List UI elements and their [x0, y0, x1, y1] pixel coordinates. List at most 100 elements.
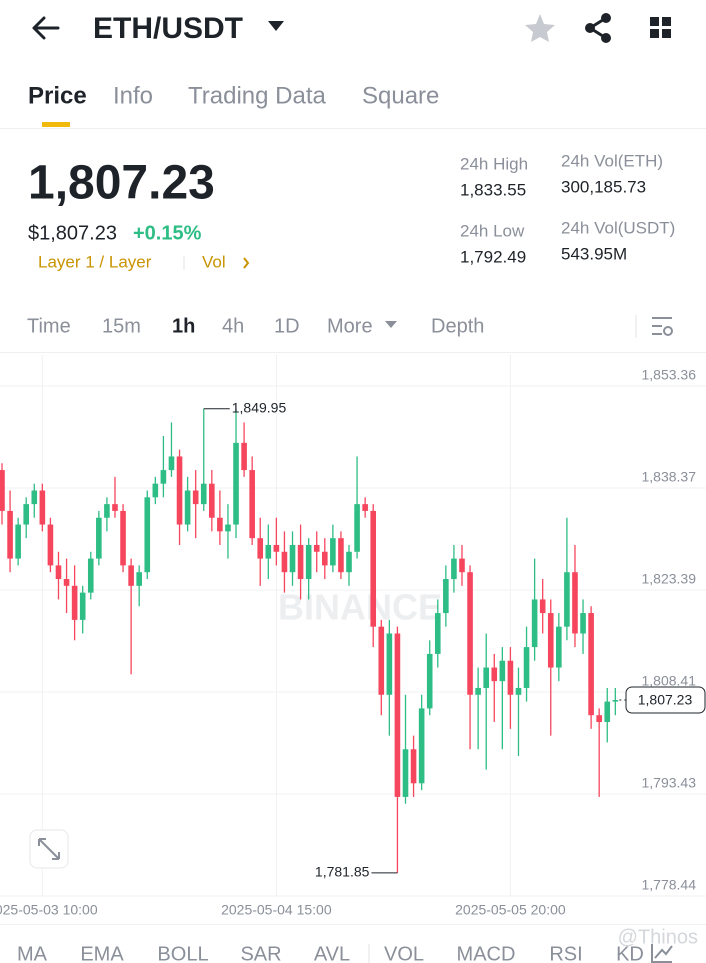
candle-body: [547, 613, 554, 668]
watermark: BINANCE: [278, 587, 442, 628]
min-label: 1,781.85: [315, 864, 370, 880]
candle-body: [394, 633, 401, 797]
candle-body: [297, 544, 304, 580]
candle-body: [281, 551, 288, 573]
x-tick-label: 2025-05-05 20:00: [455, 902, 566, 918]
interval-tab[interactable]: 15m: [102, 315, 141, 337]
tab[interactable]: Info: [113, 82, 153, 109]
candle-body: [572, 572, 578, 634]
interval-tab[interactable]: 4h: [222, 315, 244, 337]
candle-body: [305, 544, 312, 580]
candle-body: [265, 544, 272, 559]
tab-indicator: [42, 122, 70, 127]
pair-dropdown[interactable]: [268, 21, 284, 31]
candle-body: [184, 490, 191, 525]
interval-tab[interactable]: 1h: [172, 315, 195, 337]
candle-body: [217, 517, 223, 532]
stat-value: 300,185.73: [561, 177, 646, 196]
tag[interactable]: Vol: [202, 252, 226, 271]
y-tick-label: 1,838.37: [642, 469, 697, 485]
candle-body: [322, 551, 328, 566]
usd-price: $1,807.23: [28, 222, 117, 244]
interval-tab[interactable]: Depth: [431, 315, 484, 337]
indicator-tab[interactable]: VOL: [384, 943, 424, 963]
interval-tab[interactable]: 1D: [274, 315, 300, 337]
candle-body: [604, 701, 611, 723]
indicator-tab[interactable]: AVL: [314, 943, 350, 963]
tab[interactable]: Price: [28, 82, 87, 109]
indicator-tab[interactable]: EMA: [80, 943, 124, 963]
stat-value: 1,833.55: [460, 180, 526, 199]
y-tick-label: 1,823.39: [642, 571, 697, 587]
menu-icon[interactable]: [650, 17, 671, 38]
candle-body: [330, 538, 336, 566]
candle-body: [31, 490, 38, 505]
candle-body: [47, 524, 54, 566]
last-price: 1,807.23: [28, 157, 215, 210]
candle-body: [346, 551, 352, 573]
candle-body: [55, 565, 62, 580]
candle-body: [168, 456, 175, 471]
share-icon[interactable]: [585, 13, 611, 43]
candle-body: [289, 544, 296, 573]
stat-value: 1,792.49: [460, 247, 526, 266]
indicator-tab[interactable]: KD: [616, 943, 644, 963]
candle-body: [426, 653, 433, 709]
candle-body: [475, 687, 481, 695]
indicator-tab[interactable]: RSI: [549, 943, 582, 963]
pair-title[interactable]: ETH/USDT: [93, 12, 243, 45]
tab[interactable]: Trading Data: [188, 82, 327, 109]
candle-body: [200, 483, 207, 505]
candle-body: [354, 504, 360, 552]
candle-body: [313, 544, 320, 552]
indicator-tab[interactable]: SAR: [240, 943, 281, 963]
more-dropdown: [385, 321, 397, 328]
candle-body: [499, 660, 506, 682]
x-tick-label: 2025-05-04 15:00: [221, 902, 332, 918]
interval-tab[interactable]: Time: [27, 315, 71, 337]
candle-body: [410, 749, 417, 784]
candle-body: [7, 510, 13, 559]
indicator-tab[interactable]: MACD: [457, 943, 516, 963]
candle-body: [0, 470, 5, 511]
candle-body: [63, 579, 70, 586]
tab[interactable]: Square: [362, 82, 439, 109]
stat-label: 24h High: [460, 154, 528, 173]
candle-body: [370, 510, 377, 627]
candle-body: [128, 565, 134, 586]
candle-body: [507, 660, 514, 695]
candle-body: [96, 517, 102, 559]
indicator-tab[interactable]: BOLL: [157, 943, 208, 963]
candle-body: [564, 572, 570, 627]
chart-settings-icon[interactable]: [652, 317, 673, 336]
indicator-settings-icon[interactable]: [651, 944, 673, 963]
candle-body: [112, 504, 118, 511]
last-price-label: 1,807.23: [638, 692, 693, 708]
candle-body: [418, 708, 425, 784]
candle-body: [338, 538, 344, 573]
favorite-icon[interactable]: [525, 14, 555, 42]
tag[interactable]: Layer 1 / Layer: [38, 252, 152, 271]
indicator-tab[interactable]: MA: [17, 943, 48, 963]
candle-body: [79, 592, 86, 620]
candle-body: [71, 585, 78, 620]
candlestick-chart: BINANCE 1,778.44 1,793.43 1,808.41 1,823.39 1…: [0, 355, 706, 918]
candle-body: [120, 510, 126, 566]
candle-body: [176, 456, 183, 525]
candle-body: [192, 490, 199, 505]
candle-body: [459, 558, 465, 573]
candle-body: [523, 647, 530, 688]
y-tick-label: 1,778.44: [642, 877, 697, 893]
candle-body: [23, 504, 30, 525]
stat-value: 543.95M: [561, 244, 627, 263]
candle-body: [209, 483, 215, 518]
candle-body: [451, 558, 457, 580]
candle-body: [87, 558, 94, 593]
candle-body: [378, 626, 385, 695]
y-tick-label: 1,793.43: [642, 775, 697, 791]
candle-body: [15, 524, 21, 559]
back-icon[interactable]: [32, 16, 60, 40]
interval-tab[interactable]: More: [327, 315, 373, 337]
candle-body: [362, 504, 368, 511]
